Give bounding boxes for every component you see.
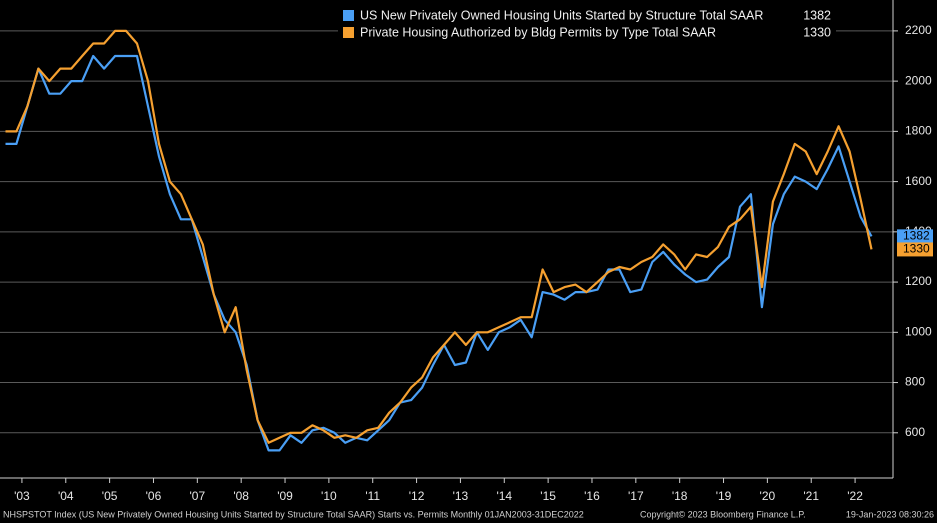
legend-box	[338, 6, 836, 44]
legend: US New Privately Owned Housing Units Sta…	[338, 6, 836, 44]
x-tick-label: '05	[102, 489, 118, 503]
y-tick-label: 1000	[905, 324, 932, 338]
legend-swatch	[343, 10, 354, 21]
x-tick-label: '19	[716, 489, 732, 503]
x-tick-label: '04	[58, 489, 74, 503]
legend-label: Private Housing Authorized by Bldg Permi…	[360, 25, 716, 39]
legend-value: 1382	[803, 8, 831, 22]
plot	[5, 29, 873, 452]
x-tick-label: '12	[409, 489, 425, 503]
x-tick-label: '14	[496, 489, 512, 503]
series-line	[5, 29, 873, 444]
footer-copyright: Copyright© 2023 Bloomberg Finance L.P.	[640, 509, 806, 519]
x-tick-label: '10	[321, 489, 337, 503]
x-tick-label: '03	[14, 489, 30, 503]
x-tick-label: '13	[453, 489, 469, 503]
y-tick-label: 1200	[905, 274, 932, 288]
y-tick-label: 800	[905, 375, 925, 389]
last-value-tag	[897, 242, 933, 257]
y-tick-label: 2200	[905, 23, 932, 37]
x-tick-label: '09	[277, 489, 293, 503]
legend-label: US New Privately Owned Housing Units Sta…	[360, 8, 763, 22]
x-tick-label: '22	[847, 489, 863, 503]
x-tick-label: '21	[803, 489, 819, 503]
y-tick-label: 2000	[905, 73, 932, 87]
footer-timestamp: 19-Jan-2023 08:30:26	[846, 509, 934, 519]
x-tick-label: '11	[365, 489, 380, 503]
x-tick-label: '06	[146, 489, 162, 503]
x-tick-label: '16	[584, 489, 600, 503]
last-value-label: 1382	[903, 229, 930, 243]
legend-value: 1330	[803, 25, 831, 39]
series-line	[5, 54, 873, 452]
last-value-tag	[897, 229, 933, 244]
x-tick-label: '08	[233, 489, 249, 503]
x-tick-label: '15	[540, 489, 556, 503]
x-tick-label: '17	[628, 489, 644, 503]
last-value-label: 1330	[903, 242, 930, 256]
y-tick-label: 1600	[905, 174, 932, 188]
y-tick-label: 1800	[905, 124, 932, 138]
footer-source: NHSPSTOT Index (US New Privately Owned H…	[3, 509, 584, 519]
x-tick-label: '07	[190, 489, 206, 503]
x-tick-label: '20	[760, 489, 776, 503]
y-tick-label: 600	[905, 425, 925, 439]
x-tick-label: '18	[672, 489, 688, 503]
legend-swatch	[343, 27, 354, 38]
